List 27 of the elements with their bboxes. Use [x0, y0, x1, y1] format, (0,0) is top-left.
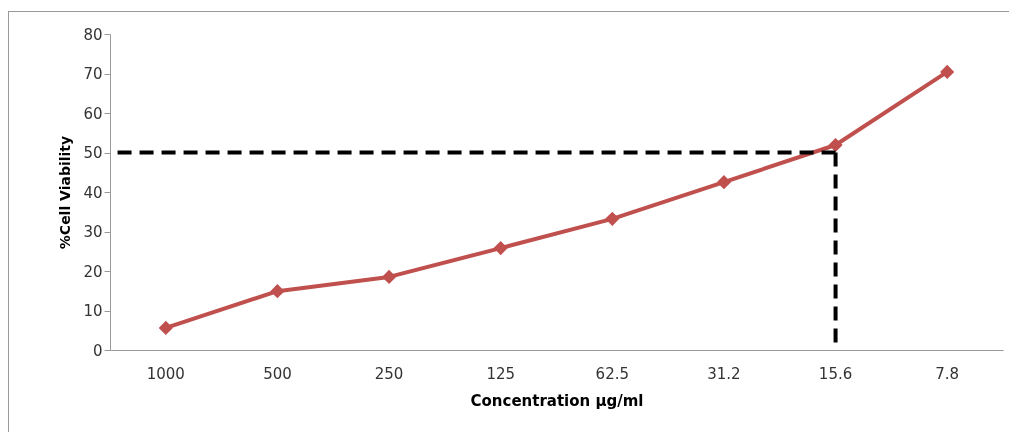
point — [270, 284, 285, 299]
y-tick-label: 0 — [92, 341, 103, 360]
x-tick-label: 125 — [486, 364, 516, 383]
y-tick-label: 50 — [83, 144, 103, 162]
x-tick-label: 31.2 — [707, 364, 741, 383]
x-tick-label: 15.6 — [818, 364, 853, 383]
y-axis-title: %Cell Viability — [57, 135, 74, 250]
y-tick-label: 10 — [83, 302, 103, 320]
y-tick-label: 70 — [83, 65, 103, 83]
point — [493, 241, 508, 256]
point — [381, 269, 397, 284]
point — [605, 211, 620, 226]
point — [716, 175, 732, 190]
point — [158, 320, 173, 335]
y-tick-label: 20 — [83, 262, 103, 281]
point — [940, 64, 955, 79]
y-tick-label: 60 — [83, 104, 103, 123]
y-tick-label: 80 — [83, 25, 103, 44]
y-tick-label: 30 — [83, 223, 103, 241]
x-tick-label: 250 — [374, 364, 404, 383]
y-tick-label: 40 — [83, 183, 103, 202]
x-axis-title: Concentration µg/ml — [470, 391, 644, 410]
x-tick-label: 7.8 — [935, 364, 960, 383]
point — [828, 137, 843, 153]
x-tick-label: 500 — [263, 364, 292, 383]
x-tick-label: 62.5 — [595, 364, 630, 383]
x-tick-label: 1000 — [146, 364, 185, 383]
